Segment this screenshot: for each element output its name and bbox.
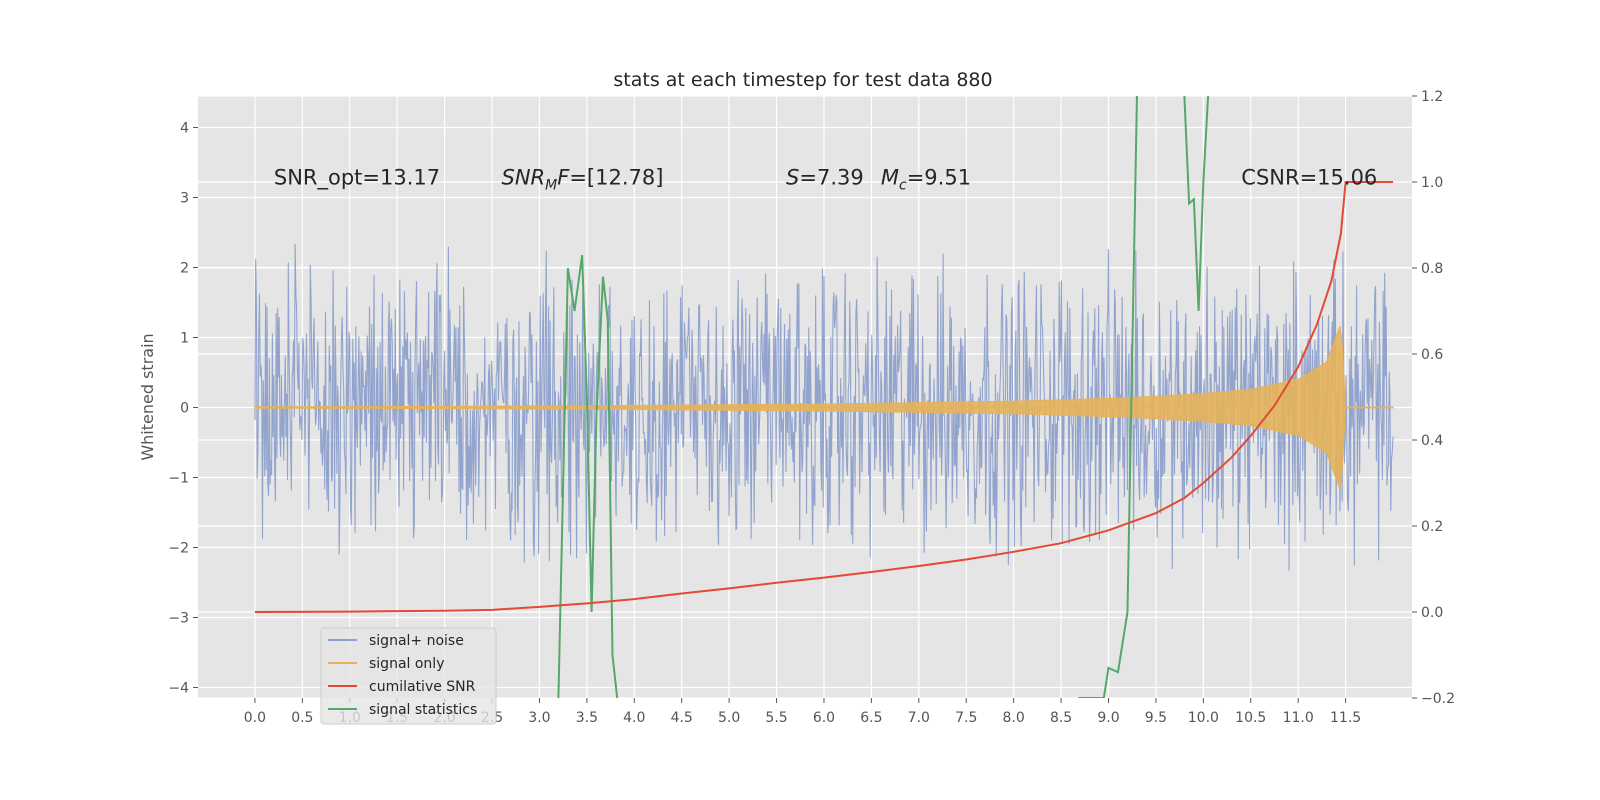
annotation-snr_mf: SNRMF=[12.78] [502,166,664,194]
chart-title: stats at each timestep for test data 880 [613,69,992,91]
x-tick-label: 8.5 [1050,710,1072,726]
x-tick-label: 3.5 [576,710,598,726]
legend-label: signal statistics [369,702,477,718]
x-tick-label: 4.0 [623,710,645,726]
annotations: SNR_opt=13.17 SNRMF=[12.78] S=7.39 Mc=9.51 C… [274,166,1377,194]
legend: signal+ noise signal only cumilative SNR si… [320,627,497,725]
legend-label: signal only [369,656,444,672]
x-tick-label: 3.0 [528,710,550,726]
series-layer [254,96,1394,698]
x-tick-label: 9.5 [1145,710,1167,726]
x-tick-label: 7.0 [908,710,930,726]
x-tick-label: 11.5 [1330,710,1361,726]
y-tick-label: 1 [180,331,189,347]
y-tick-label: 3 [180,191,189,207]
series-signal-statistics [557,96,1210,698]
y-tick-label: 0 [180,401,189,417]
y-tick-label: −1 [168,471,189,487]
legend-box [320,627,497,725]
y-tick-label: 2 [180,261,189,277]
y2-tick-label: 0.6 [1421,347,1443,363]
x-tick-label: 9.0 [1097,710,1119,726]
annotation-snr_opt: SNR_opt=13.17 [274,166,440,191]
x-tick-label: 6.0 [813,710,835,726]
y2-tick-label: 0.8 [1421,261,1443,277]
y-tick-label: −2 [168,541,189,557]
y-axis-label: Whitened strain [138,333,157,460]
y2-tick-label: 1.2 [1421,89,1443,105]
x-tick-label: 8.0 [1003,710,1025,726]
series-cumulative-snr [254,181,1394,613]
y-tick-label: 4 [180,121,189,137]
x-tick-label: 10.5 [1235,710,1266,726]
x-tick-label: 5.5 [765,710,787,726]
x-tick-label: 0.0 [244,710,266,726]
y2-tick-label: 0.2 [1421,519,1443,535]
x-tick-label: 7.5 [955,710,977,726]
y-tick-label: −4 [168,681,189,697]
x-tick-label: 0.5 [291,710,313,726]
x-tick-label: 11.0 [1283,710,1314,726]
x-tick-label: 10.0 [1188,710,1219,726]
legend-label: signal+ noise [369,633,464,649]
legend-label: cumilative SNR [369,679,476,695]
x-tick-label: 4.5 [671,710,693,726]
y2-tick-label: 0.0 [1421,605,1443,621]
annotation-s_value: S=7.39 [786,166,864,190]
annotation-csnr: CSNR=15.06 [1241,166,1377,190]
annotation-mc_value: Mc=9.51 [881,166,971,194]
y2-tick-label: −0.2 [1421,691,1455,707]
y2-tick-label: 0.4 [1421,433,1443,449]
y2-tick-label: 1.0 [1421,175,1443,191]
x-tick-label: 6.5 [860,710,882,726]
y-tick-label: −3 [168,611,189,627]
x-tick-label: 5.0 [718,710,740,726]
